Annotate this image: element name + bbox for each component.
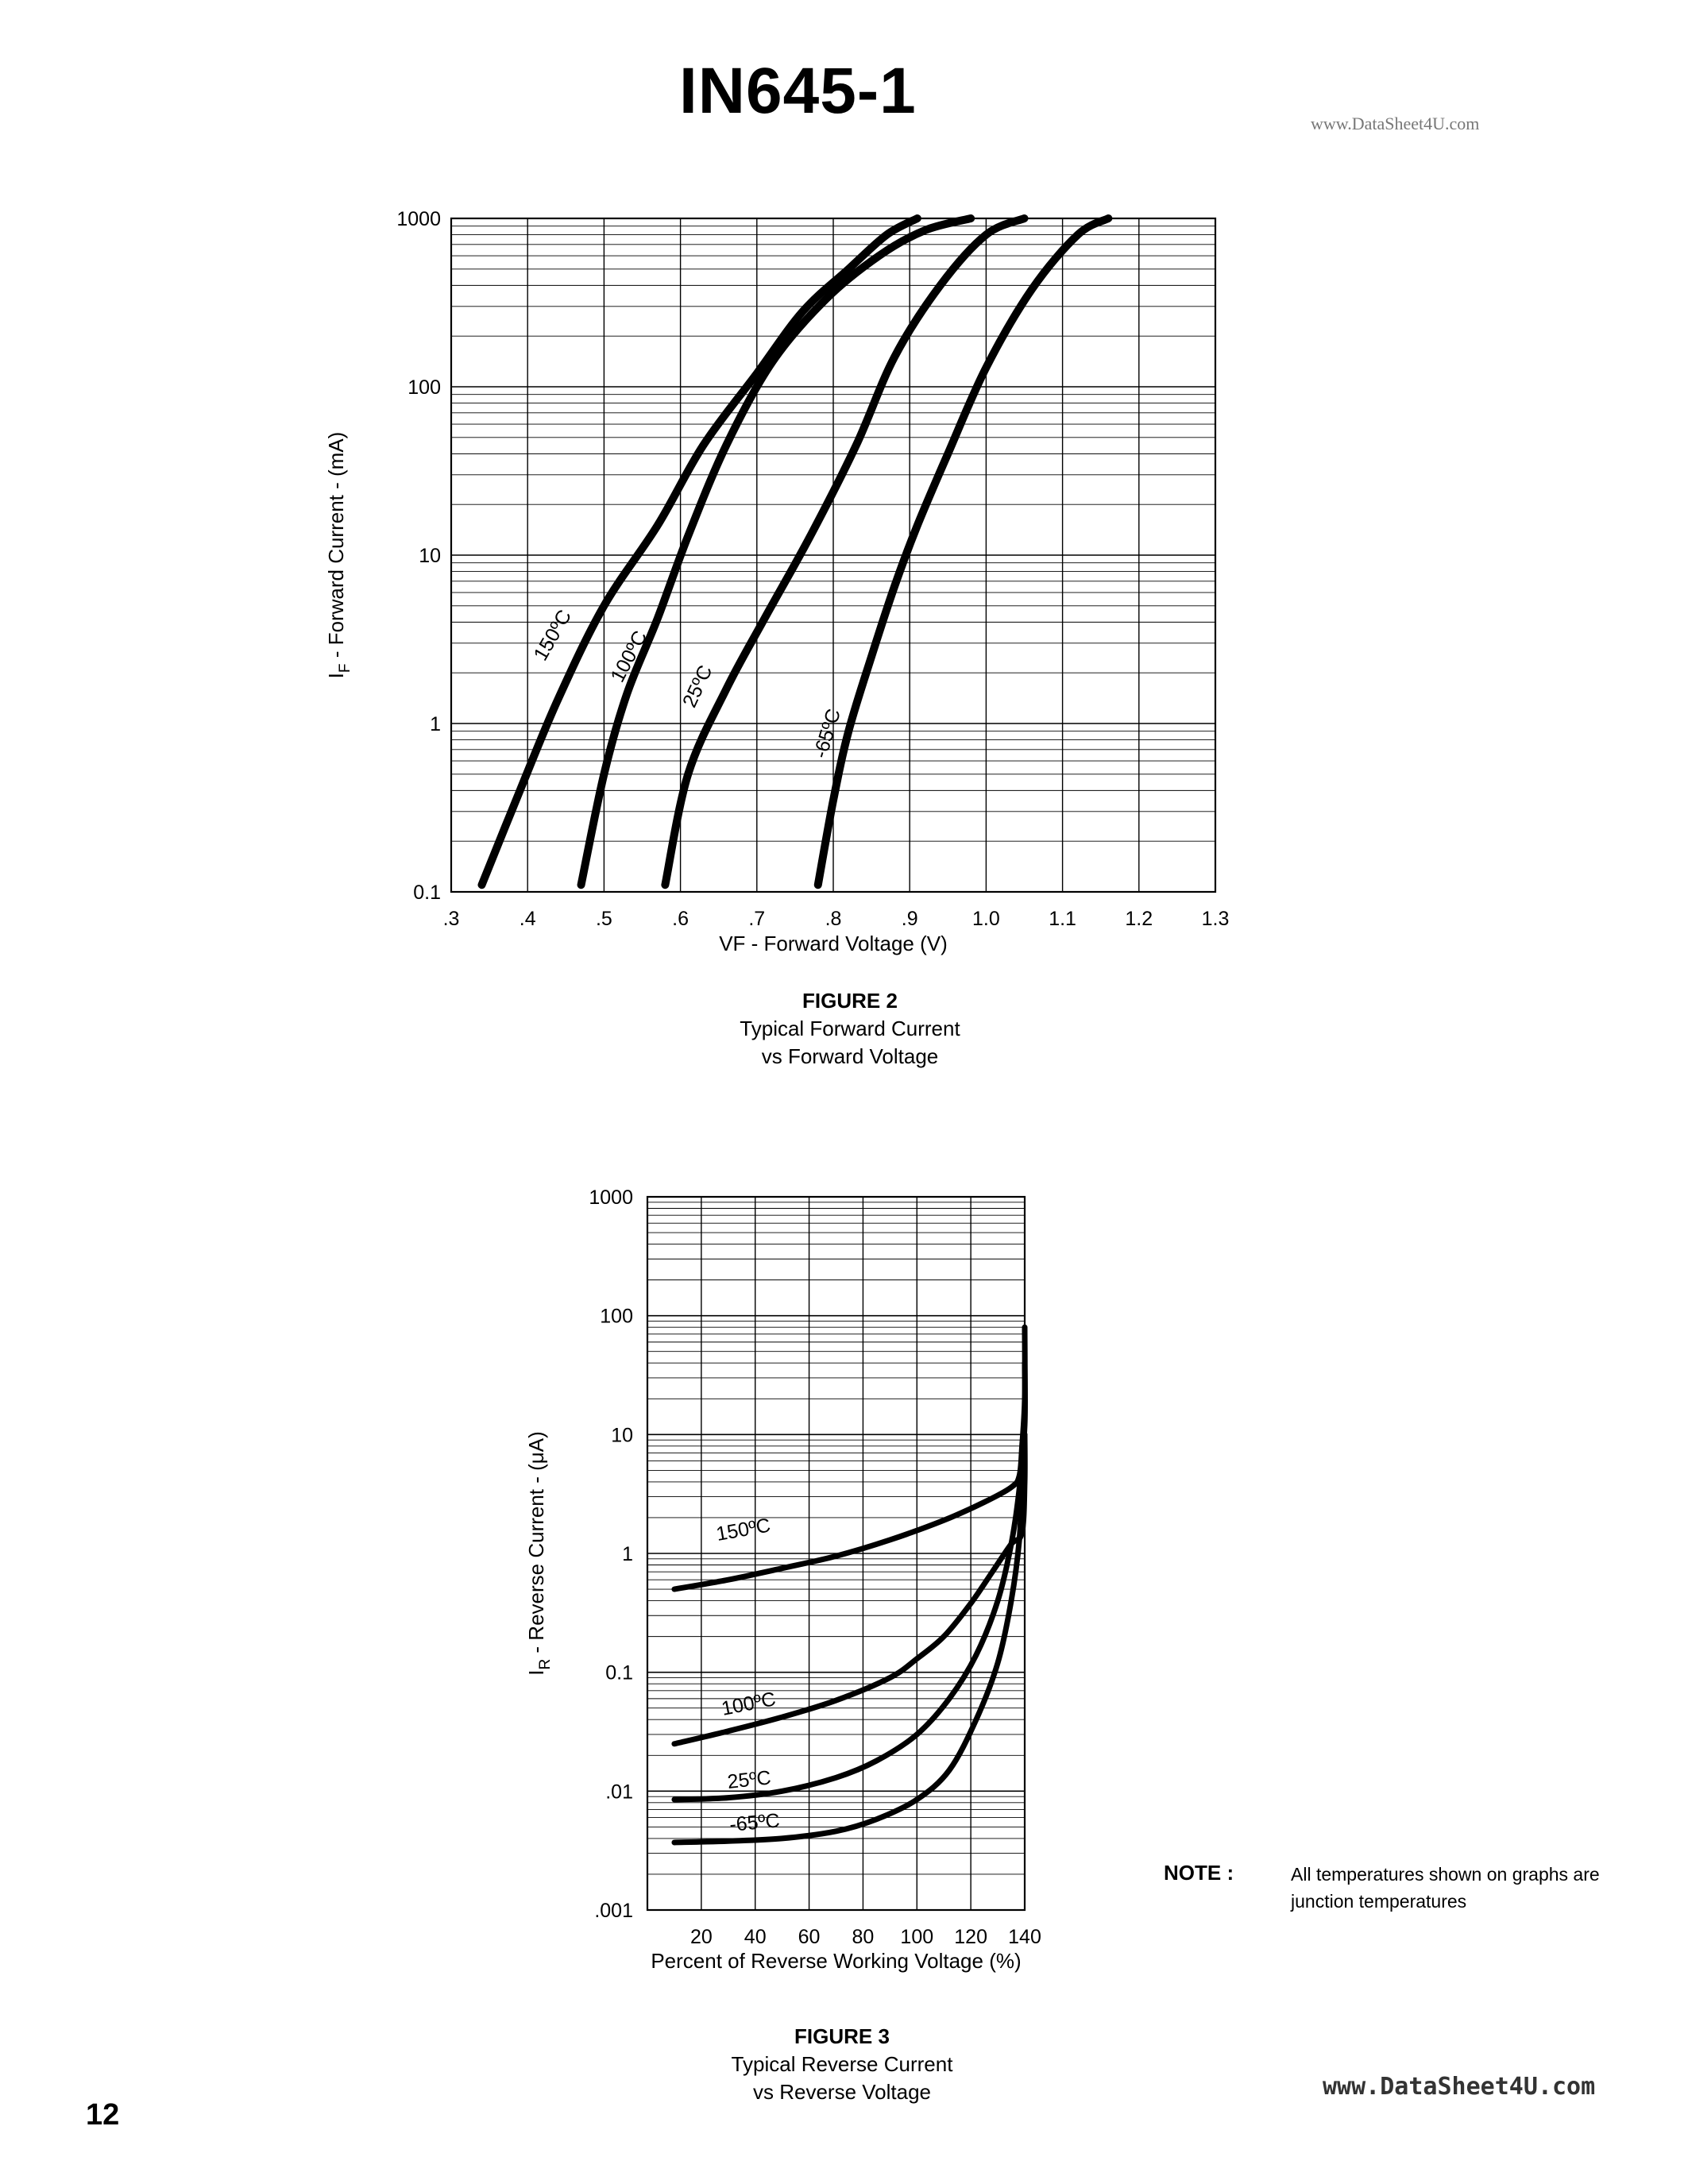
watermark-bottom: www.DataSheet4U.com [1323,2073,1596,2101]
fig3-series-150c-line [671,1324,1028,1592]
figure-2-caption-line2: vs Forward Voltage [761,1044,939,1068]
fig2-y-tick-label: 100 [408,376,441,399]
fig2-x-tick-label: 1.3 [1202,908,1230,930]
figure-3-caption-line2: vs Reverse Voltage [752,2080,931,2104]
figure-3-caption-line1: Typical Reverse Current [731,2052,953,2076]
fig2-x-tick-label: 1.0 [972,908,1000,930]
watermark-top: www.DataSheet4U.com [1311,114,1480,133]
fig2-x-tick-label: 1.1 [1049,908,1076,930]
page-title: IN645-1 [679,55,917,127]
fig3-series-100c-label: 100ºC [720,1688,778,1720]
fig3-series-minus65c-label: -65ºC [728,1809,781,1835]
fig2-y-tick-label: 10 [419,545,441,567]
figure-2-caption-line1: Typical Forward Current [740,1017,960,1040]
fig2-x-tick-label: .7 [748,908,765,930]
fig2-y-tick-label: 0.1 [413,882,441,904]
figure-3-chart: .001 .01 0.1 1 10 100 1000 20 40 60 80 100 120 140Per… [524,1187,1041,1973]
fig2-y-tick-label: 1000 [396,208,441,230]
figure-3-label: FIGURE 3 [794,2024,890,2048]
fig2-series-25c-label: 25ºC [678,662,717,712]
figure-2-label: FIGURE 2 [802,989,898,1013]
fig2-x-tick-label: .3 [443,908,460,930]
fig2-y-tick-label: 1 [430,713,441,735]
fig3-y-axis-label: IR - Reverse Current - (μA) [524,1431,554,1676]
fig3-y-tick-label: 10 [611,1424,633,1446]
fig3-series-minus65c-line [671,1431,1028,1846]
fig2-series-minus65c-line [813,214,1113,889]
fig2-x-tick-label: 1.2 [1125,908,1153,930]
fig2-grid [450,218,1216,893]
fig3-series-25c-label: 25ºC [726,1766,772,1793]
note-label: NOTE : [1164,1861,1234,1885]
fig2-x-tick-label: .4 [520,908,536,930]
fig3-y-tick-label: .01 [605,1781,633,1803]
fig2-x-axis-label: VF - Forward Voltage (V) [719,932,948,955]
note-text: All temperatures shown on graphs are jun… [1291,1864,1600,1912]
fig2-y-axis-label: IF - Forward Current - (mA) [324,432,353,679]
page-number: 12 [86,2098,120,2132]
fig2-series-100c-line [577,214,975,889]
figure-3-caption: FIGURE 3 Typical Reverse Current vs Reve… [643,2023,1041,2106]
fig3-y-tick-label: .001 [594,1900,633,1922]
fig3-x-axis-label: Percent of Reverse Working Voltage (%) [651,1949,1021,1973]
fig2-series-25c-line [661,214,1029,889]
fig3-y-tick-label: 0.1 [605,1662,633,1684]
fig3-x-tick-label: 80 [852,1926,875,1948]
fig2-plot-frame [450,217,1217,893]
fig3-x-tick-label: 100 [900,1926,933,1948]
fig3-y-tick-label: 100 [600,1306,633,1328]
figure-2-caption: FIGURE 2 Typical Forward Current vs Forw… [651,987,1049,1071]
fig2-x-tick-label: .9 [902,908,918,930]
fig3-x-tick-label: 120 [954,1926,987,1948]
fig3-x-tick-label: 20 [690,1926,713,1948]
fig3-series-150c-label: 150ºC [714,1514,772,1545]
fig2-series-150c-label: 150ºC [529,606,576,665]
fig2-series-150c-line [477,214,921,889]
fig3-x-tick-label: 140 [1008,1926,1041,1948]
fig2-x-tick-label: .6 [672,908,689,930]
fig3-x-tick-label: 40 [744,1926,767,1948]
fig2-x-tick-label: .5 [596,908,612,930]
fig3-plot-frame [646,1195,1026,1912]
fig3-x-tick-label: 60 [798,1926,821,1948]
fig3-y-tick-label: 1000 [589,1187,633,1209]
figure-2-chart: 0.1 1 10 100 1000 .3 .4 .5 .6 .7 .8 .9 1.0 1.1 1.2 1.3 V… [324,208,1230,955]
fig3-y-tick-label: 1 [622,1543,633,1565]
fig2-x-tick-label: .8 [825,908,842,930]
